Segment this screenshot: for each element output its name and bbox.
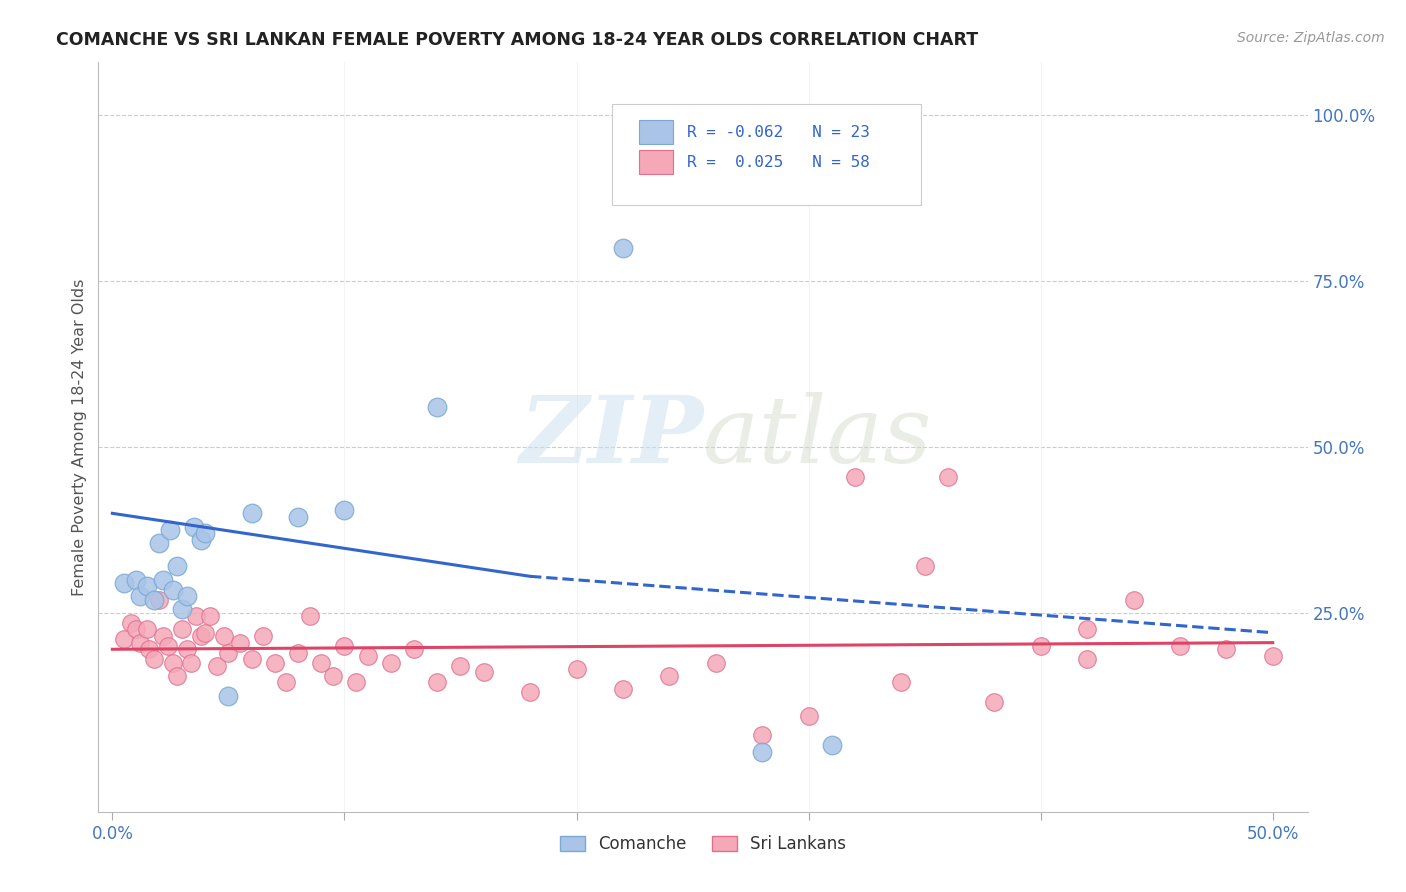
- Text: R = -0.062   N = 23: R = -0.062 N = 23: [688, 125, 870, 140]
- Legend: Comanche, Sri Lankans: Comanche, Sri Lankans: [554, 829, 852, 860]
- Point: [138, 642, 160, 657]
- Point: [472, 665, 495, 680]
- Point: [152, 573, 174, 587]
- Point: [344, 675, 367, 690]
- Point: [184, 609, 207, 624]
- Bar: [638, 150, 673, 174]
- Point: [1076, 652, 1098, 666]
- Text: R =  0.025   N = 58: R = 0.025 N = 58: [688, 154, 870, 169]
- Point: [322, 669, 344, 683]
- Point: [844, 470, 866, 484]
- Point: [159, 523, 181, 537]
- Point: [166, 559, 188, 574]
- Text: atlas: atlas: [703, 392, 932, 482]
- Point: [112, 632, 135, 647]
- Point: [333, 639, 356, 653]
- Point: [124, 573, 146, 587]
- Point: [143, 592, 166, 607]
- Point: [1168, 639, 1191, 653]
- Point: [190, 533, 212, 547]
- Point: [333, 503, 356, 517]
- Point: [136, 623, 159, 637]
- Point: [450, 658, 472, 673]
- Point: [180, 656, 202, 670]
- Point: [287, 509, 309, 524]
- Point: [176, 589, 198, 603]
- Point: [704, 656, 727, 670]
- Point: [612, 241, 634, 255]
- Point: [380, 656, 402, 670]
- Point: [276, 675, 298, 690]
- Text: Source: ZipAtlas.com: Source: ZipAtlas.com: [1237, 31, 1385, 45]
- Point: [148, 536, 170, 550]
- Point: [914, 559, 936, 574]
- Point: [170, 602, 193, 616]
- Bar: [638, 120, 673, 145]
- Point: [287, 646, 309, 660]
- Point: [252, 629, 274, 643]
- Point: [797, 708, 820, 723]
- Point: [112, 576, 135, 591]
- Y-axis label: Female Poverty Among 18-24 Year Olds: Female Poverty Among 18-24 Year Olds: [72, 278, 87, 596]
- Point: [426, 401, 449, 415]
- Point: [205, 658, 228, 673]
- Point: [129, 589, 152, 603]
- Point: [190, 629, 212, 643]
- Point: [1029, 639, 1052, 653]
- Point: [821, 739, 844, 753]
- Point: [565, 662, 588, 676]
- Point: [152, 629, 174, 643]
- Point: [129, 635, 152, 649]
- Point: [166, 669, 188, 683]
- Point: [402, 642, 425, 657]
- Point: [120, 615, 142, 630]
- Point: [176, 642, 198, 657]
- Point: [217, 646, 239, 660]
- Point: [229, 635, 252, 649]
- Point: [983, 695, 1005, 709]
- Point: [356, 648, 378, 663]
- Point: [298, 609, 321, 624]
- Point: [170, 623, 193, 637]
- Point: [136, 579, 159, 593]
- Point: [194, 625, 217, 640]
- Point: [143, 652, 166, 666]
- Point: [148, 592, 170, 607]
- Point: [890, 675, 912, 690]
- Text: COMANCHE VS SRI LANKAN FEMALE POVERTY AMONG 18-24 YEAR OLDS CORRELATION CHART: COMANCHE VS SRI LANKAN FEMALE POVERTY AM…: [56, 31, 979, 49]
- Point: [1122, 592, 1144, 607]
- Point: [658, 669, 681, 683]
- Point: [198, 609, 221, 624]
- Point: [751, 729, 773, 743]
- Point: [612, 681, 634, 696]
- Point: [162, 656, 184, 670]
- Point: [751, 745, 773, 759]
- Point: [1215, 642, 1237, 657]
- FancyBboxPatch shape: [613, 103, 921, 205]
- Point: [426, 675, 449, 690]
- Point: [240, 652, 263, 666]
- Point: [157, 639, 180, 653]
- Point: [217, 689, 239, 703]
- Point: [124, 623, 146, 637]
- Point: [1261, 648, 1284, 663]
- Point: [240, 506, 263, 520]
- Point: [936, 470, 959, 484]
- Point: [183, 519, 205, 533]
- Point: [1076, 623, 1098, 637]
- Text: ZIP: ZIP: [519, 392, 703, 482]
- Point: [212, 629, 235, 643]
- Point: [263, 656, 285, 670]
- Point: [162, 582, 184, 597]
- Point: [194, 526, 217, 541]
- Point: [519, 685, 541, 699]
- Point: [309, 656, 332, 670]
